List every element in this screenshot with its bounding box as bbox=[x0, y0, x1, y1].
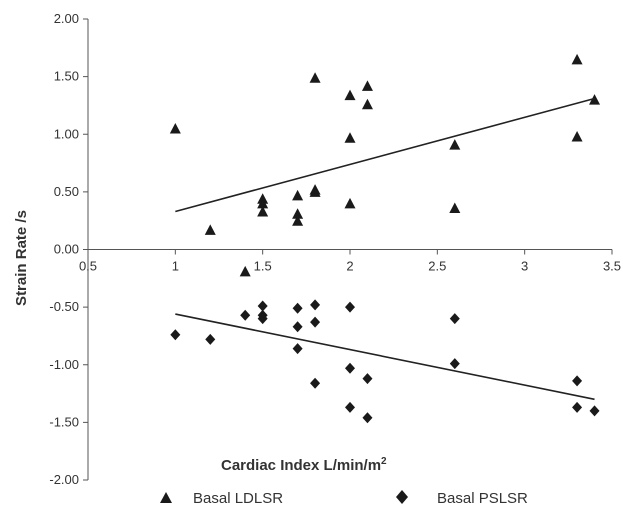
triangle-point bbox=[344, 197, 356, 209]
diamond-point bbox=[257, 300, 268, 312]
y-tick-label: -2.00 bbox=[49, 472, 79, 487]
x-axis-title-main: Cardiac Index L/min/m bbox=[221, 457, 381, 474]
diamond-point bbox=[205, 333, 216, 345]
diamond-point bbox=[310, 316, 321, 328]
triangle-point bbox=[449, 202, 461, 214]
diamond-point bbox=[362, 412, 373, 424]
triangle-point bbox=[449, 139, 461, 150]
axes bbox=[83, 18, 613, 481]
pslsr-trendline bbox=[175, 313, 595, 401]
legend-diamond-icon bbox=[396, 490, 408, 504]
diamond-point bbox=[310, 299, 321, 311]
diamond-point bbox=[589, 405, 600, 417]
triangle-point bbox=[589, 94, 601, 105]
y-tick-label: 2.00 bbox=[54, 11, 79, 26]
y-tick-label: -1.50 bbox=[49, 414, 79, 429]
diamond-point bbox=[345, 301, 355, 313]
triangle-point bbox=[309, 72, 321, 83]
x-tick-label: 1.5 bbox=[254, 259, 272, 274]
x-tick-label: 3.5 bbox=[603, 259, 621, 274]
y-tick-label: -0.50 bbox=[49, 299, 79, 314]
triangle-point bbox=[292, 215, 304, 226]
legend-label-basal-ldlsr: Basal LDLSR bbox=[193, 490, 283, 507]
triangle-point bbox=[571, 53, 583, 65]
x-tick-label: 2 bbox=[346, 259, 353, 274]
ldlsr-trendline bbox=[175, 97, 595, 213]
y-tick-label: 0.50 bbox=[54, 184, 79, 199]
triangle-point bbox=[309, 186, 321, 197]
data-marks bbox=[169, 53, 601, 424]
x-tick-label: 0.5 bbox=[79, 259, 97, 274]
diamond-point bbox=[345, 362, 355, 374]
trendlines bbox=[175, 97, 595, 401]
triangle-point bbox=[257, 197, 269, 209]
diamond-point bbox=[345, 401, 355, 413]
x-tick-labels: 0.5 1 1.5 2 2.5 3 3.5 bbox=[79, 259, 621, 274]
triangle-point bbox=[344, 89, 356, 101]
diamond-point bbox=[292, 302, 303, 314]
x-axis-title: Cardiac Index L/min/m2 bbox=[221, 456, 387, 474]
diamond-point bbox=[170, 329, 181, 341]
y-tick-label: 1.50 bbox=[54, 69, 79, 84]
y-tick-label: 1.00 bbox=[54, 126, 79, 141]
triangle-point bbox=[169, 122, 181, 134]
diamond-point bbox=[310, 377, 321, 389]
y-axis-title: Strain Rate /s bbox=[13, 210, 30, 306]
diamond-point bbox=[257, 313, 268, 325]
diamond-point bbox=[292, 343, 303, 355]
y-tick-labels: 2.00 1.50 1.00 0.50 0.00 -0.50 -1.00 -1.50 -2.00 bbox=[49, 11, 79, 487]
y-tick-label: 0.00 bbox=[54, 242, 79, 257]
diamond-point bbox=[362, 373, 373, 385]
triangle-point bbox=[204, 224, 216, 235]
legend-triangle-icon bbox=[160, 492, 172, 503]
diamond-point bbox=[572, 401, 583, 413]
y-tick-label: -1.00 bbox=[49, 357, 79, 372]
triangle-point bbox=[361, 80, 373, 91]
legend: Basal LDLSR Basal PSLSR bbox=[160, 490, 528, 507]
diamond-point bbox=[240, 309, 251, 321]
diamond-point bbox=[449, 313, 460, 325]
triangle-point bbox=[361, 98, 373, 110]
diamond-point bbox=[292, 321, 303, 333]
diamond-point bbox=[449, 358, 460, 370]
x-tick-label: 1 bbox=[172, 259, 179, 274]
x-tick-label: 3 bbox=[521, 259, 528, 274]
triangle-point bbox=[344, 132, 356, 143]
triangle-point bbox=[239, 265, 251, 277]
x-tick-label: 2.5 bbox=[428, 259, 446, 274]
triangle-point bbox=[292, 189, 304, 201]
legend-label-basal-pslsr: Basal PSLSR bbox=[437, 490, 528, 507]
triangle-point bbox=[257, 205, 269, 217]
diamond-point bbox=[572, 375, 583, 387]
x-axis-title-superscript: 2 bbox=[381, 456, 387, 467]
triangle-point bbox=[292, 208, 304, 219]
triangle-point bbox=[571, 131, 583, 142]
